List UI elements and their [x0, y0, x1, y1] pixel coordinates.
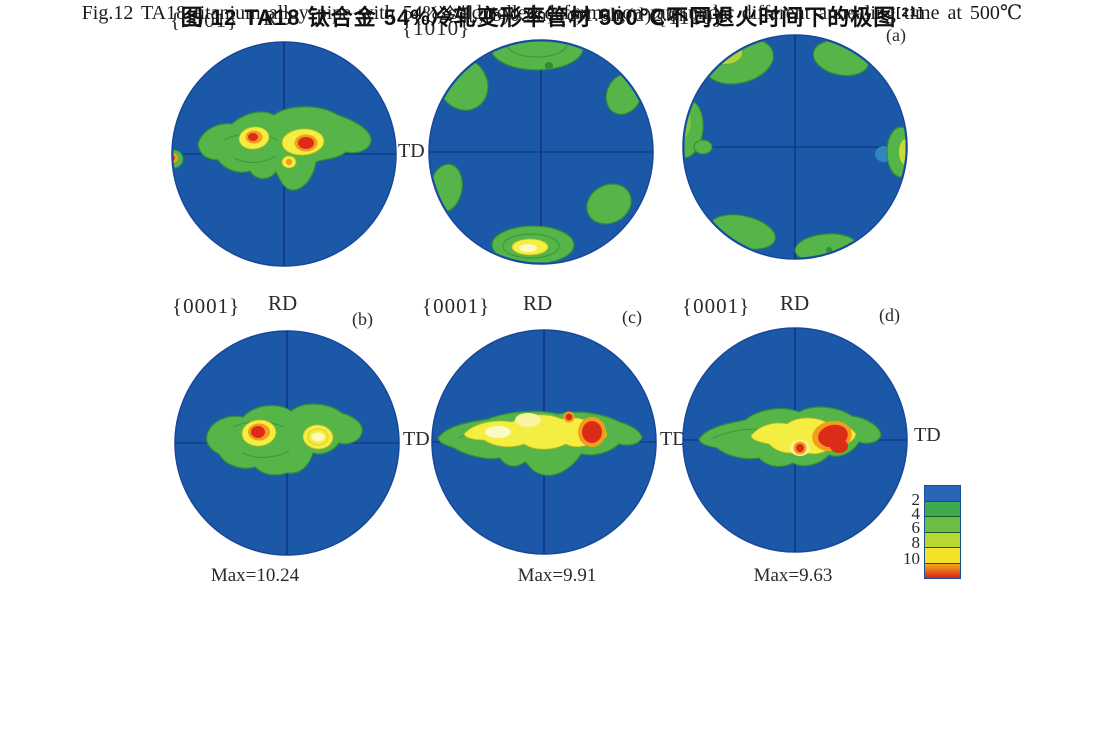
- miller-label-1010: {101̅0}: [402, 16, 471, 40]
- contour-blobs: [698, 406, 882, 468]
- rd-label-a1: RD: [263, 6, 293, 30]
- colorbar: [924, 485, 961, 579]
- caption-reference-mark: [21]: [896, 4, 924, 20]
- pole-figure-a-1120: [682, 34, 908, 260]
- miller-label-0001-c: {0001}: [422, 294, 491, 318]
- colorbar-band-green: [925, 500, 960, 516]
- panel-tag-c: (c): [622, 307, 642, 327]
- miller-label-0001-d: {0001}: [682, 294, 751, 318]
- pole-figure-d-0001: [682, 327, 908, 553]
- pole-figure-c-0001: [431, 329, 657, 555]
- colorbar-band-yellow: [925, 547, 960, 563]
- colorbar-tick-8: 8: [911, 533, 921, 552]
- caption-chinese-title: 图 12 TA18 钛合金 54%冷轧变形率管材 500℃不同退火时间下的极图[…: [0, 0, 1104, 32]
- rd-label-c: RD: [523, 291, 553, 315]
- pole-figure-b-0001: [174, 330, 400, 556]
- colorbar-tick-2: 2: [911, 490, 921, 509]
- crosshair: [683, 35, 907, 259]
- contour-blobs: [206, 403, 363, 476]
- caption-chinese-text: 图 12 TA18 钛合金 54%冷轧变形率管材 500℃不同退火时间下的极图: [180, 5, 897, 30]
- contour-blobs: [437, 410, 643, 477]
- miller-label-0001-b: {0001}: [172, 294, 241, 318]
- miller-label-0001-a: {0001}: [170, 8, 239, 32]
- max-label-b: Max=10.24: [210, 565, 300, 586]
- max-label-c: Max=9.91: [517, 565, 597, 586]
- miller-label-1120: {112̅0}: [657, 5, 725, 29]
- colorbar-band-lightgreen: [925, 516, 960, 532]
- pole-figure-a-0001: [171, 41, 397, 267]
- max-label-d: Max=9.63: [753, 565, 833, 586]
- rd-label-d: RD: [780, 291, 810, 315]
- colorbar-tick-4: 4: [911, 504, 921, 523]
- colorbar-band-blue: [925, 486, 960, 501]
- colorbar-tick-6: 6: [911, 518, 921, 537]
- caption-english-title: Fig.12 TA18 titanium alloy pipe with 54%…: [81, 2, 1023, 24]
- colorbar-band-yellowgreen: [925, 531, 960, 547]
- panel-tag-d: (d): [879, 305, 900, 325]
- td-label-a1: TD: [398, 140, 425, 162]
- contour-blobs: [173, 106, 372, 191]
- caption-subpanel-conditions: (a)冷轧;(b)0.5h; (c)1.0h;(d)2.0h: [414, 5, 690, 26]
- panel-tag-b: (b): [352, 309, 373, 329]
- colorbar-tick-10: 10: [903, 549, 920, 568]
- td-label-b: TD: [403, 428, 430, 450]
- panel-tag-a: (a): [886, 25, 906, 45]
- rd-label-b: RD: [268, 291, 298, 315]
- pole-figure-a-1010: [428, 39, 654, 265]
- td-label-c: TD: [660, 428, 687, 450]
- td-label-d: TD: [914, 424, 941, 446]
- colorbar-band-red: [925, 562, 960, 578]
